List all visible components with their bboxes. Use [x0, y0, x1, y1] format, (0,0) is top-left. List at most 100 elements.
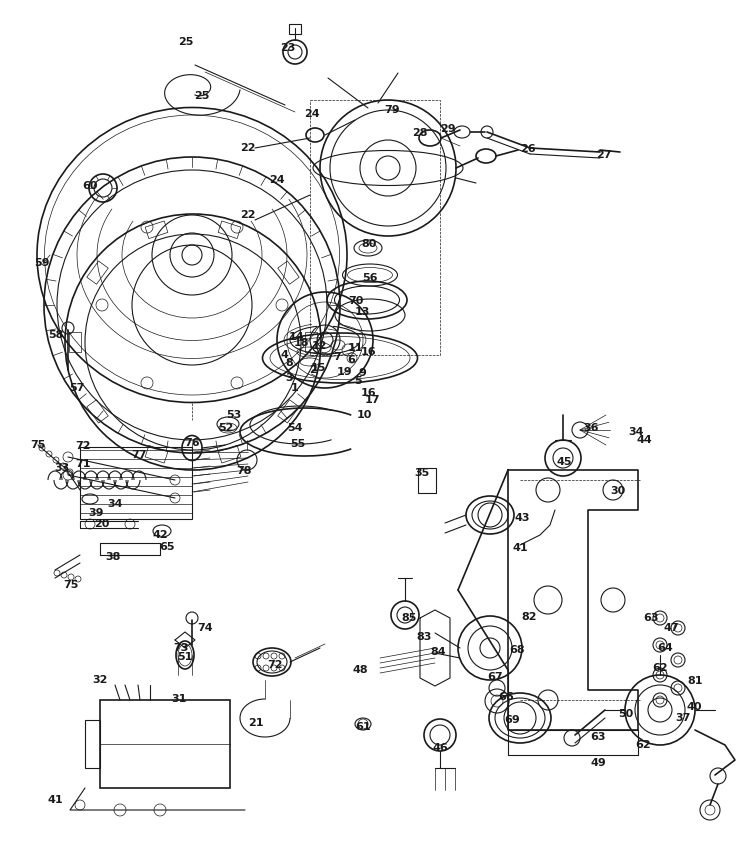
- Text: 39: 39: [88, 508, 104, 518]
- Text: 6: 6: [347, 355, 355, 365]
- Text: 2: 2: [309, 365, 316, 375]
- Text: 69: 69: [504, 715, 520, 725]
- Text: 85: 85: [401, 613, 417, 623]
- Text: 51: 51: [177, 652, 193, 662]
- Bar: [87, 399, 108, 423]
- Bar: [80, 447, 192, 519]
- Text: 67: 67: [488, 672, 502, 682]
- Text: 23: 23: [280, 43, 296, 53]
- Text: 46: 46: [432, 743, 448, 753]
- Text: 25: 25: [178, 37, 194, 47]
- Text: 14: 14: [290, 332, 304, 342]
- Bar: [69, 332, 81, 352]
- Text: 58: 58: [48, 330, 64, 340]
- Text: 24: 24: [269, 175, 285, 185]
- Text: 44: 44: [636, 435, 652, 445]
- Text: 11: 11: [347, 343, 363, 353]
- Text: 8: 8: [285, 358, 292, 368]
- Text: 28: 28: [413, 128, 428, 138]
- Text: 34: 34: [107, 499, 123, 509]
- Text: 33: 33: [54, 463, 70, 473]
- Text: 1: 1: [291, 383, 298, 393]
- Text: 81: 81: [687, 676, 703, 686]
- Text: 53: 53: [226, 410, 242, 420]
- Bar: [218, 221, 241, 238]
- Text: 49: 49: [590, 758, 606, 768]
- Text: 26: 26: [520, 144, 536, 154]
- Text: 42: 42: [152, 530, 168, 540]
- Text: 5: 5: [354, 376, 362, 386]
- Bar: [218, 446, 241, 463]
- Text: 30: 30: [610, 486, 626, 496]
- Text: 54: 54: [287, 423, 303, 433]
- Text: 62: 62: [652, 663, 668, 673]
- Text: 63: 63: [644, 613, 658, 623]
- Text: 12: 12: [311, 341, 327, 351]
- Text: 22: 22: [240, 210, 256, 220]
- Text: 76: 76: [184, 438, 200, 448]
- Bar: [305, 332, 317, 352]
- Bar: [87, 261, 108, 285]
- Bar: [85, 720, 100, 768]
- Text: 83: 83: [416, 632, 432, 642]
- Text: 29: 29: [440, 124, 456, 134]
- Text: 79: 79: [384, 105, 400, 115]
- Text: 71: 71: [75, 459, 91, 469]
- Text: 19: 19: [336, 367, 352, 377]
- Text: 21: 21: [248, 718, 264, 728]
- Text: 24: 24: [304, 109, 320, 119]
- Bar: [278, 261, 299, 285]
- Text: 74: 74: [197, 623, 213, 633]
- Text: 18: 18: [293, 338, 309, 348]
- Text: 43: 43: [514, 513, 529, 523]
- Bar: [289, 24, 301, 34]
- Text: 48: 48: [352, 665, 368, 675]
- Text: 41: 41: [512, 543, 528, 553]
- Text: 80: 80: [362, 239, 376, 249]
- Text: 78: 78: [236, 466, 252, 476]
- Bar: [310, 100, 440, 355]
- Text: 16: 16: [360, 347, 376, 357]
- Text: 15: 15: [310, 363, 326, 373]
- Text: 61: 61: [356, 722, 370, 732]
- Text: 60: 60: [82, 181, 98, 191]
- Text: 47: 47: [663, 623, 679, 633]
- Text: 70: 70: [348, 296, 364, 306]
- Text: 4: 4: [280, 350, 288, 360]
- Text: 68: 68: [509, 645, 525, 655]
- Text: 84: 84: [430, 647, 445, 657]
- Text: 72: 72: [75, 441, 91, 451]
- Text: 13: 13: [354, 307, 370, 317]
- Text: 55: 55: [290, 439, 306, 449]
- Text: 59: 59: [34, 258, 50, 268]
- Text: 20: 20: [94, 519, 110, 529]
- Text: 64: 64: [657, 643, 673, 653]
- Text: 45: 45: [556, 457, 572, 467]
- Text: 32: 32: [92, 675, 108, 685]
- Text: 38: 38: [105, 552, 121, 562]
- Text: 57: 57: [69, 383, 85, 393]
- Text: 52: 52: [218, 423, 234, 433]
- Text: 75: 75: [63, 580, 79, 590]
- Text: 73: 73: [173, 643, 189, 653]
- Text: 16: 16: [360, 388, 376, 398]
- Text: 22: 22: [240, 143, 256, 153]
- Text: 9: 9: [358, 368, 366, 378]
- Bar: [100, 700, 230, 788]
- Text: 66: 66: [498, 692, 514, 702]
- Text: 50: 50: [618, 709, 634, 719]
- Text: 72: 72: [267, 660, 283, 670]
- Text: 35: 35: [414, 468, 430, 478]
- Text: 40: 40: [686, 702, 702, 712]
- Text: 65: 65: [159, 542, 175, 552]
- Text: 31: 31: [171, 694, 187, 704]
- Bar: [418, 468, 436, 493]
- Text: 56: 56: [362, 273, 378, 283]
- Text: 77: 77: [131, 450, 147, 460]
- Text: 36: 36: [584, 423, 598, 433]
- Text: 41: 41: [47, 795, 63, 805]
- Text: 82: 82: [521, 612, 537, 622]
- Text: 75: 75: [30, 440, 46, 450]
- Bar: [278, 399, 299, 423]
- Text: 34: 34: [628, 427, 644, 437]
